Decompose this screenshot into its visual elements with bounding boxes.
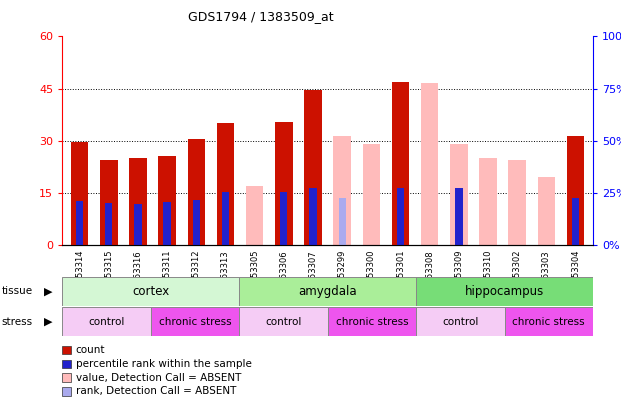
Bar — [188, 139, 205, 245]
Bar — [479, 158, 497, 245]
Bar — [309, 188, 317, 245]
Text: chronic stress: chronic stress — [512, 317, 585, 326]
Bar — [416, 277, 593, 306]
Bar — [416, 307, 504, 336]
Bar — [504, 307, 593, 336]
Bar — [421, 83, 438, 245]
Bar — [239, 307, 327, 336]
Bar — [62, 277, 239, 306]
Text: amygdala: amygdala — [298, 285, 357, 298]
Bar — [509, 160, 526, 245]
Bar — [100, 160, 117, 245]
Text: ▶: ▶ — [43, 286, 52, 296]
Bar — [572, 198, 579, 245]
Bar — [275, 122, 292, 245]
Bar — [450, 144, 468, 245]
Bar — [217, 124, 234, 245]
Bar — [158, 156, 176, 245]
Bar — [239, 277, 416, 306]
Bar — [455, 188, 463, 245]
Bar — [129, 158, 147, 245]
Bar — [333, 136, 351, 245]
Text: rank, Detection Call = ABSENT: rank, Detection Call = ABSENT — [76, 386, 236, 396]
Bar — [105, 203, 112, 245]
Text: hippocampus: hippocampus — [465, 285, 544, 298]
Bar — [163, 202, 171, 245]
Bar — [338, 198, 346, 245]
Bar — [304, 90, 322, 245]
Bar — [392, 82, 409, 245]
Bar — [71, 143, 88, 245]
Bar — [397, 188, 404, 245]
Bar — [246, 186, 263, 245]
Text: control: control — [88, 317, 125, 326]
Text: GDS1794 / 1383509_at: GDS1794 / 1383509_at — [188, 10, 333, 23]
Bar — [538, 177, 555, 245]
Text: percentile rank within the sample: percentile rank within the sample — [76, 359, 252, 369]
Bar — [328, 307, 416, 336]
Text: stress: stress — [1, 317, 32, 326]
Text: control: control — [442, 317, 479, 326]
Text: count: count — [76, 345, 106, 355]
Bar — [150, 307, 239, 336]
Text: tissue: tissue — [1, 286, 32, 296]
Text: cortex: cortex — [132, 285, 169, 298]
Text: value, Detection Call = ABSENT: value, Detection Call = ABSENT — [76, 373, 241, 383]
Text: ▶: ▶ — [43, 317, 52, 326]
Bar — [193, 200, 200, 245]
Bar — [280, 192, 288, 245]
Bar — [76, 201, 83, 245]
Bar — [363, 144, 380, 245]
Bar — [567, 136, 584, 245]
Bar — [134, 205, 142, 245]
Text: chronic stress: chronic stress — [335, 317, 408, 326]
Bar — [455, 221, 463, 245]
Bar — [222, 192, 229, 245]
Text: control: control — [265, 317, 302, 326]
Bar — [62, 307, 150, 336]
Text: chronic stress: chronic stress — [158, 317, 231, 326]
